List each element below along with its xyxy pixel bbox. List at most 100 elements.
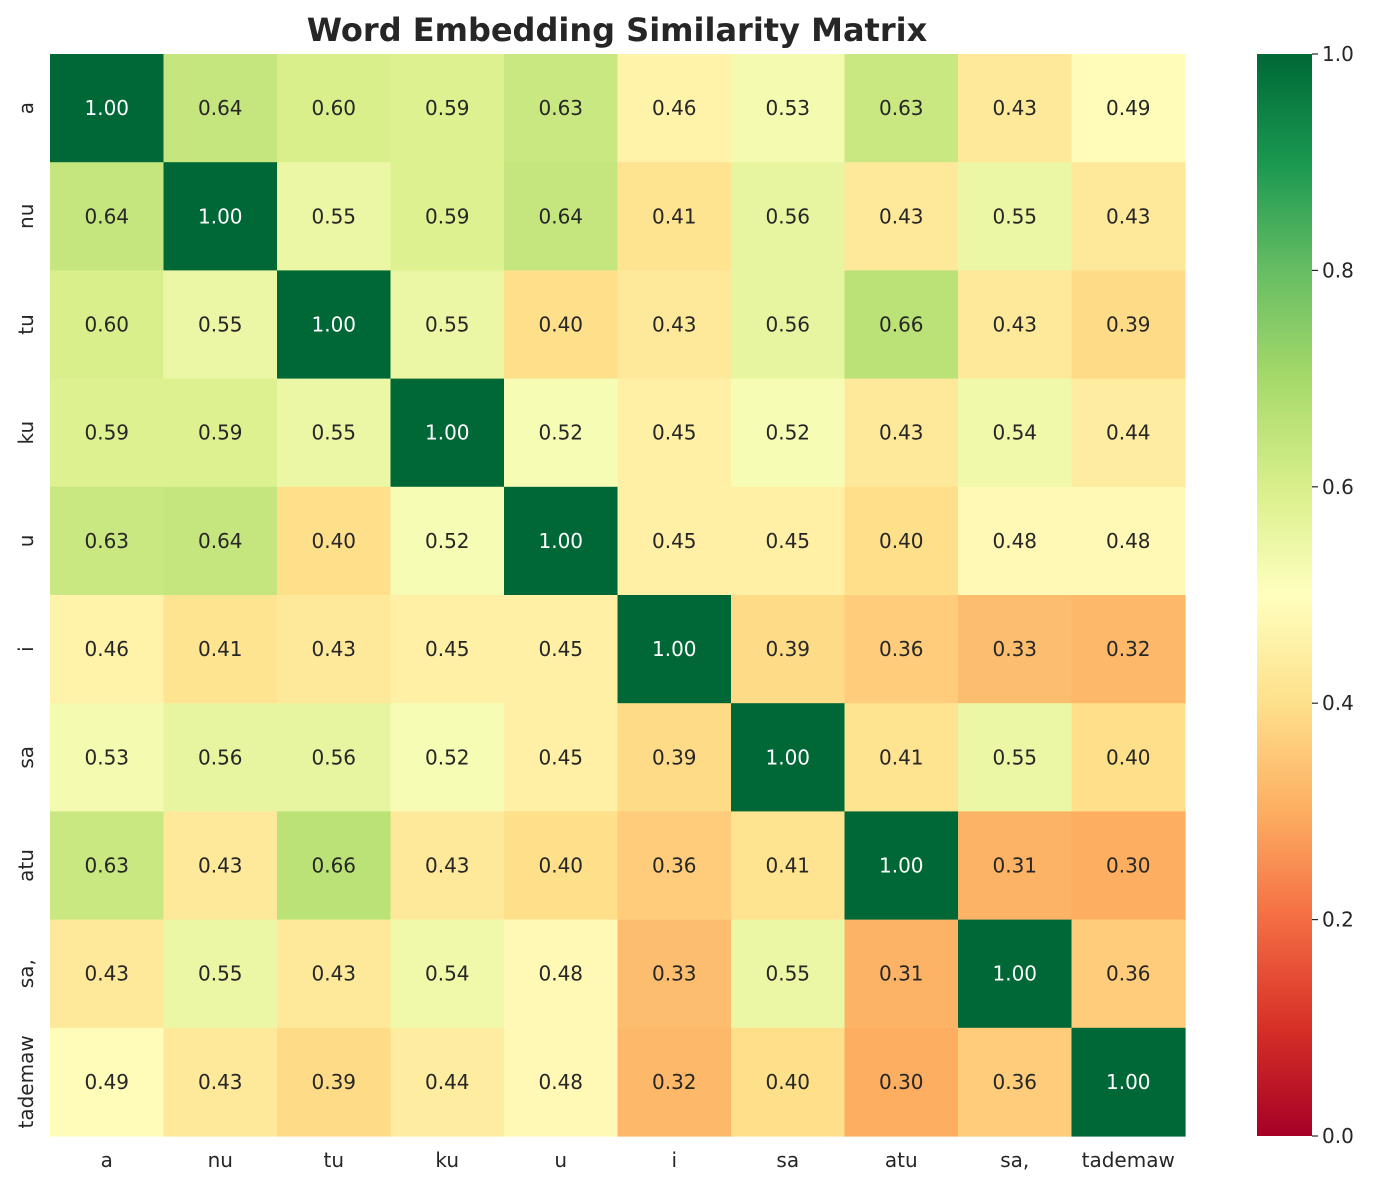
colorbar-tick-label: 1.0: [1322, 42, 1354, 66]
heatmap-cell-2-4: [504, 270, 619, 380]
cell-value-label-9-5: 0.32: [652, 1070, 697, 1094]
cell-value-label-4-6: 0.45: [765, 529, 810, 553]
heatmap-cell-3-1: [163, 378, 278, 488]
colorbar-tick-label: 0.2: [1322, 908, 1354, 932]
cell-value-label-2-0: 0.60: [84, 313, 129, 337]
heatmap-cell-9-0: [50, 1027, 165, 1137]
heatmap-cell-8-7: [844, 919, 959, 1029]
cell-value-label-5-3: 0.45: [425, 637, 470, 661]
heatmap-cell-6-7: [844, 703, 959, 812]
heatmap-cell-9-7: [844, 1027, 959, 1137]
heatmap-cell-6-1: [163, 703, 278, 812]
x-tick-label: tademaw: [1082, 1148, 1175, 1172]
heatmap-cell-0-7: [844, 54, 959, 163]
cell-value-label-0-9: 0.49: [1106, 96, 1151, 120]
x-tick-label: sa,: [1000, 1148, 1029, 1172]
heatmap-cell-6-5: [617, 703, 732, 812]
cell-value-label-2-3: 0.55: [425, 313, 470, 337]
heatmap-cell-4-0: [50, 486, 165, 596]
cell-value-label-9-7: 0.30: [879, 1070, 924, 1094]
heatmap-cell-3-4: [504, 378, 619, 488]
heatmap-cell-8-4: [504, 919, 619, 1029]
heatmap-cell-9-3: [390, 1027, 505, 1137]
cell-value-label-3-8: 0.54: [992, 421, 1037, 445]
cell-value-label-6-2: 0.56: [311, 745, 356, 769]
heatmap-cell-4-9: [1071, 486, 1186, 596]
heatmap-cell-2-9: [1071, 270, 1186, 380]
cell-value-label-7-8: 0.31: [992, 854, 1037, 878]
cell-value-label-6-1: 0.56: [198, 745, 243, 769]
heatmap-cells: 1.00 0.64 0.60 0.59 0.63 0.46 0.53 0.63 0.43 0.49…: [50, 54, 1186, 1137]
cell-value-label-6-5: 0.39: [652, 745, 697, 769]
cell-value-label-8-1: 0.55: [198, 962, 243, 986]
cell-value-label-7-3: 0.43: [425, 854, 470, 878]
cell-value-label-3-0: 0.59: [84, 421, 129, 445]
cell-value-label-1-5: 0.41: [652, 204, 697, 228]
heatmap-cell-0-1: [163, 54, 278, 163]
heatmap-cell-8-9: [1071, 919, 1186, 1029]
heatmap-cell-6-3: [390, 703, 505, 812]
cell-value-label-8-8: 1.00: [992, 962, 1037, 986]
heatmap-cell-0-5: [617, 54, 732, 163]
heatmap-cell-5-3: [390, 595, 505, 704]
heatmap-cell-6-4: [504, 703, 619, 812]
cell-value-label-5-8: 0.33: [992, 637, 1037, 661]
heatmap-cell-4-6: [731, 486, 846, 596]
cell-value-label-5-0: 0.46: [84, 637, 129, 661]
heatmap-cell-3-3: [390, 378, 505, 488]
cell-value-label-8-9: 0.36: [1106, 962, 1151, 986]
heatmap-cell-1-2: [277, 162, 392, 271]
cell-value-label-2-8: 0.43: [992, 313, 1037, 337]
cell-value-label-2-1: 0.55: [198, 313, 243, 337]
cell-value-label-9-4: 0.48: [538, 1070, 583, 1094]
heatmap-cell-9-1: [163, 1027, 278, 1137]
x-tick-label: sa: [776, 1148, 799, 1172]
y-tick-label: atu: [14, 849, 38, 882]
heatmap-cell-9-6: [731, 1027, 846, 1137]
cell-value-label-6-9: 0.40: [1106, 745, 1151, 769]
heatmap-cell-0-4: [504, 54, 619, 163]
cell-value-label-9-9: 1.00: [1106, 1070, 1151, 1094]
y-tick-label: a: [14, 102, 38, 114]
heatmap-cell-0-6: [731, 54, 846, 163]
cell-value-label-3-3: 1.00: [425, 421, 470, 445]
heatmap-cell-7-3: [390, 811, 505, 921]
cell-value-label-9-1: 0.43: [198, 1070, 243, 1094]
cell-value-label-2-6: 0.56: [765, 313, 810, 337]
heatmap-cell-9-9: [1071, 1027, 1186, 1137]
cell-value-label-5-2: 0.43: [311, 637, 356, 661]
cell-value-label-0-0: 1.00: [84, 96, 129, 120]
cell-value-label-2-4: 0.40: [538, 313, 583, 337]
cell-value-label-9-6: 0.40: [765, 1070, 810, 1094]
x-tick-label: atu: [885, 1148, 918, 1172]
cell-value-label-1-9: 0.43: [1106, 204, 1151, 228]
heatmap-cell-6-6: [731, 703, 846, 812]
cell-value-label-7-5: 0.36: [652, 854, 697, 878]
heatmap-cell-8-3: [390, 919, 505, 1029]
heatmap-cell-1-7: [844, 162, 959, 271]
cell-value-label-8-6: 0.55: [765, 962, 810, 986]
heatmap-cell-7-7: [844, 811, 959, 921]
heatmap-cell-7-4: [504, 811, 619, 921]
heatmap-cell-9-4: [504, 1027, 619, 1137]
heatmap-cell-7-6: [731, 811, 846, 921]
cell-value-label-3-1: 0.59: [198, 421, 243, 445]
heatmap-cell-3-8: [958, 378, 1073, 488]
cell-value-label-4-8: 0.48: [992, 529, 1037, 553]
y-tick-label: ku: [14, 421, 38, 445]
cell-value-label-7-1: 0.43: [198, 854, 243, 878]
cell-value-label-0-6: 0.53: [765, 96, 810, 120]
cell-value-label-1-7: 0.43: [879, 204, 924, 228]
heatmap-cell-2-1: [163, 270, 278, 380]
cell-value-label-8-2: 0.43: [311, 962, 356, 986]
x-tick-label: nu: [208, 1148, 233, 1172]
heatmap-cell-3-6: [731, 378, 846, 488]
cell-value-label-5-5: 1.00: [652, 637, 697, 661]
heatmap-cell-1-8: [958, 162, 1073, 271]
heatmap-cell-5-0: [50, 595, 165, 704]
heatmap-cell-4-1: [163, 486, 278, 596]
cell-value-label-3-5: 0.45: [652, 421, 697, 445]
cell-value-label-6-4: 0.45: [538, 745, 583, 769]
colorbar-tick-label: 0.0: [1322, 1124, 1354, 1148]
